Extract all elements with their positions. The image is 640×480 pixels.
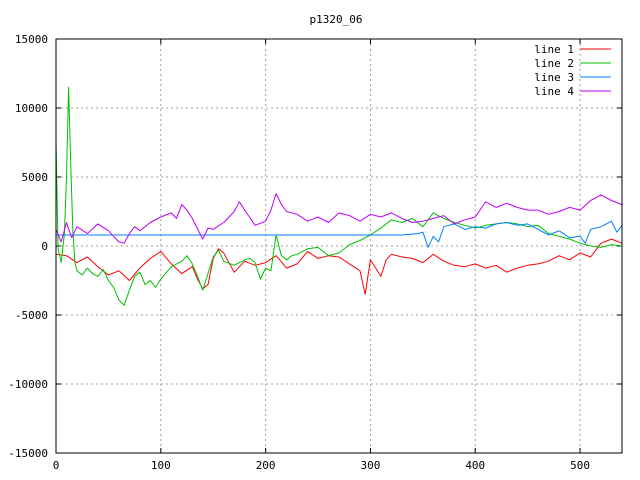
plot-frame	[55, 38, 623, 454]
legend-label: line 1	[534, 43, 574, 56]
grid-lines	[56, 39, 622, 453]
x-tick-label: 400	[465, 459, 485, 472]
y-tick-label: -15000	[8, 447, 48, 460]
x-tick-label: 100	[151, 459, 171, 472]
series-line-2	[55, 86, 623, 306]
y-tick-label: 15000	[15, 33, 48, 46]
legend-label: line 3	[534, 71, 574, 84]
y-tick-label: 5000	[22, 171, 49, 184]
x-tick-label: 300	[361, 459, 381, 472]
legend-label: line 2	[534, 57, 574, 70]
series-lines	[55, 86, 623, 306]
series-line-1	[55, 238, 623, 295]
y-tick-label: -5000	[15, 309, 48, 322]
legend-label: line 4	[534, 85, 574, 98]
y-tick-label: 10000	[15, 102, 48, 115]
y-axis-tick-labels: -15000 -10000 -5000 0 5000 10000 15000	[8, 33, 48, 460]
x-tick-label: 500	[570, 459, 590, 472]
series-line-3	[56, 220, 623, 248]
y-tick-label: -10000	[8, 378, 48, 391]
y-tick-label: 0	[41, 240, 48, 253]
x-tick-label: 0	[53, 459, 60, 472]
x-tick-label: 200	[256, 459, 276, 472]
x-axis-tick-labels: 0 100 200 300 400 500	[53, 459, 590, 472]
series-line-4	[55, 193, 623, 244]
chart-title: p1320_06	[310, 13, 363, 26]
